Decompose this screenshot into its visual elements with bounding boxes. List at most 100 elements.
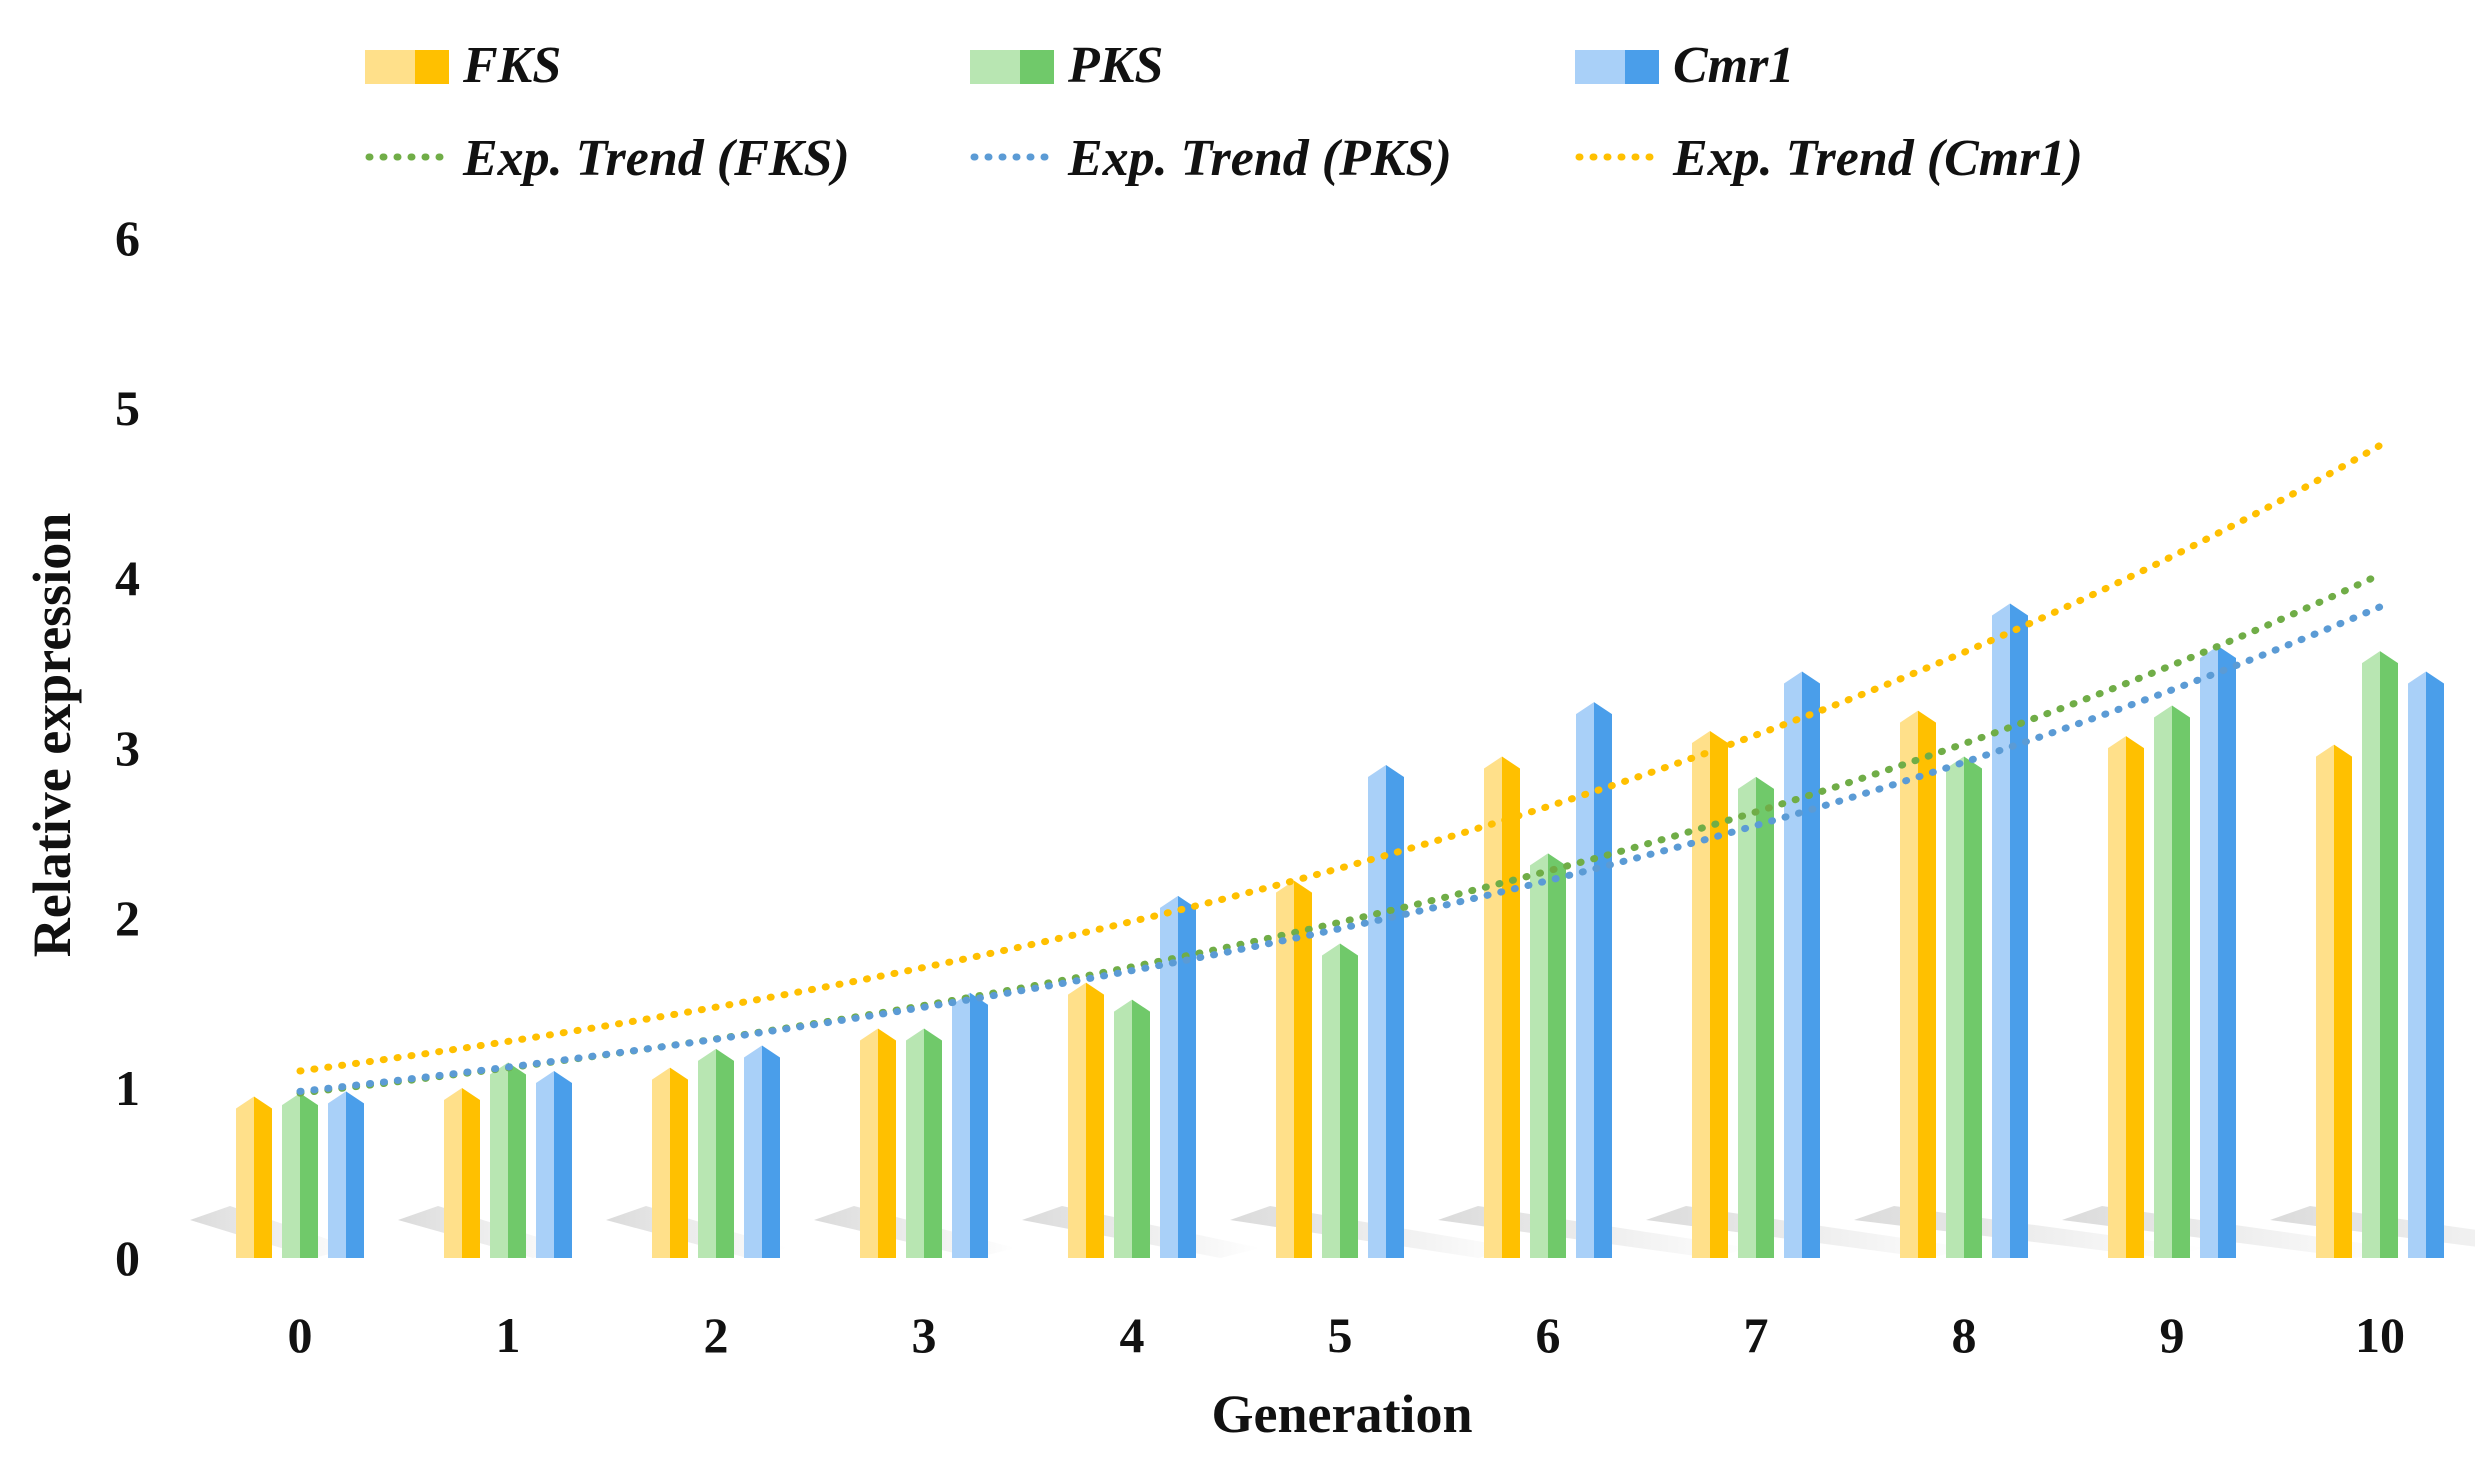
bar-face-left <box>2316 744 2334 1258</box>
y-tick-label: 5 <box>115 380 140 436</box>
bar-face-left <box>444 1088 462 1258</box>
y-tick-label: 2 <box>115 890 140 946</box>
bar-face-left <box>2200 646 2218 1258</box>
bar-pks <box>1322 943 1358 1258</box>
legend-item-cmr1: Cmr1 <box>1575 37 1794 94</box>
bar-pks <box>2154 705 2190 1258</box>
bar-face-left <box>1576 702 1594 1258</box>
bar-face-right <box>300 1093 318 1258</box>
bar-cmr1 <box>952 992 988 1258</box>
bar-pks <box>698 1048 734 1258</box>
x-tick-label: 7 <box>1744 1307 1769 1363</box>
legend-label: Exp. Trend (Cmr1) <box>1672 130 2083 187</box>
x-tick-label: 5 <box>1328 1307 1353 1363</box>
x-tick-label: 8 <box>1952 1307 1977 1363</box>
bar-pks <box>282 1093 318 1258</box>
y-tick-label: 1 <box>115 1060 140 1116</box>
bar-pks <box>1530 853 1566 1258</box>
bar-fks <box>1484 756 1520 1258</box>
bar-fks <box>1068 982 1104 1258</box>
y-tick-label: 4 <box>115 550 140 606</box>
legend-item-trend: Exp. Trend (FKS) <box>365 130 850 187</box>
bar-face-left <box>744 1045 762 1258</box>
legend: FKS PKS Cmr1 Exp. Trend (FKS) Exp. Trend (PK… <box>365 37 2083 187</box>
x-tick-label: 0 <box>288 1307 313 1363</box>
legend-swatch-light <box>365 50 415 84</box>
bar-pks <box>490 1062 526 1258</box>
legend-label: FKS <box>462 37 561 94</box>
legend-swatch-dark <box>415 50 449 84</box>
bar-face-left <box>1276 880 1294 1258</box>
bar-face-right <box>1340 943 1358 1258</box>
bar-face-right <box>554 1071 572 1258</box>
y-tick-label: 6 <box>115 210 140 266</box>
x-tick-label: 1 <box>496 1307 521 1363</box>
bar-face-right <box>1802 671 1820 1258</box>
bar-face-left <box>536 1071 554 1258</box>
bar-fks <box>2316 744 2352 1258</box>
bar-face-left <box>2108 736 2126 1258</box>
legend-item-pks: PKS <box>970 37 1163 94</box>
bar-face-left <box>860 1028 878 1258</box>
bar-face-right <box>1132 999 1150 1258</box>
bar-fks <box>236 1096 272 1258</box>
bar-face-right <box>1710 731 1728 1258</box>
x-tick-label: 2 <box>704 1307 729 1363</box>
x-tick-label: 9 <box>2160 1307 2185 1363</box>
bar-face-right <box>346 1091 364 1258</box>
bar-cmr1 <box>536 1071 572 1258</box>
bar-face-right <box>1594 702 1612 1258</box>
bar-face-left <box>906 1028 924 1258</box>
bar-face-right <box>878 1028 896 1258</box>
x-tick-label: 6 <box>1536 1307 1561 1363</box>
bar-pks <box>1114 999 1150 1258</box>
bar-face-left <box>328 1091 346 1258</box>
bar-face-right <box>1548 853 1566 1258</box>
y-tick-label: 3 <box>115 720 140 776</box>
bar-face-right <box>2126 736 2144 1258</box>
bar-cmr1 <box>1992 603 2028 1258</box>
bar-fks <box>1900 710 1936 1258</box>
bar-face-right <box>508 1062 526 1258</box>
bar-face-left <box>2362 651 2380 1258</box>
bar-face-left <box>1114 999 1132 1258</box>
bar-face-left <box>1068 982 1086 1258</box>
bar-face-left <box>1946 756 1964 1258</box>
legend-item-fks: FKS <box>365 37 561 94</box>
legend-label: PKS <box>1067 37 1163 94</box>
bar-cmr1 <box>2200 646 2236 1258</box>
bar-face-right <box>1386 765 1404 1258</box>
bar-face-left <box>1738 776 1756 1258</box>
bar-face-left <box>1992 603 2010 1258</box>
bar-cmr1 <box>1576 702 1612 1258</box>
bar-pks <box>906 1028 942 1258</box>
legend-item-trend: Exp. Trend (PKS) <box>970 130 1452 187</box>
bar-face-left <box>282 1093 300 1258</box>
legend-label: Exp. Trend (FKS) <box>462 130 850 187</box>
x-tick-label: 3 <box>912 1307 937 1363</box>
legend-swatch-dark <box>1625 50 1659 84</box>
bar-face-left <box>952 992 970 1258</box>
bar-face-right <box>2010 603 2028 1258</box>
legend-swatch-dark <box>1020 50 1054 84</box>
bar-face-left <box>1900 710 1918 1258</box>
bar-face-right <box>2426 671 2444 1258</box>
y-tick-label: 0 <box>115 1230 140 1286</box>
bar-face-left <box>1160 895 1178 1258</box>
trendline <box>296 441 2384 1075</box>
bar-fks <box>2108 736 2144 1258</box>
bar-face-left <box>2408 671 2426 1258</box>
bar-face-right <box>2218 646 2236 1258</box>
bar-face-left <box>698 1048 716 1258</box>
bar-face-right <box>762 1045 780 1258</box>
bar-face-right <box>1964 756 1982 1258</box>
bar-shadow <box>606 1206 788 1258</box>
trendline <box>296 603 2384 1095</box>
bar-face-right <box>970 992 988 1258</box>
bar-face-right <box>1086 982 1104 1258</box>
bar-pks <box>1946 756 1982 1258</box>
bar-face-right <box>1502 756 1520 1258</box>
bar-cmr1 <box>1368 765 1404 1258</box>
